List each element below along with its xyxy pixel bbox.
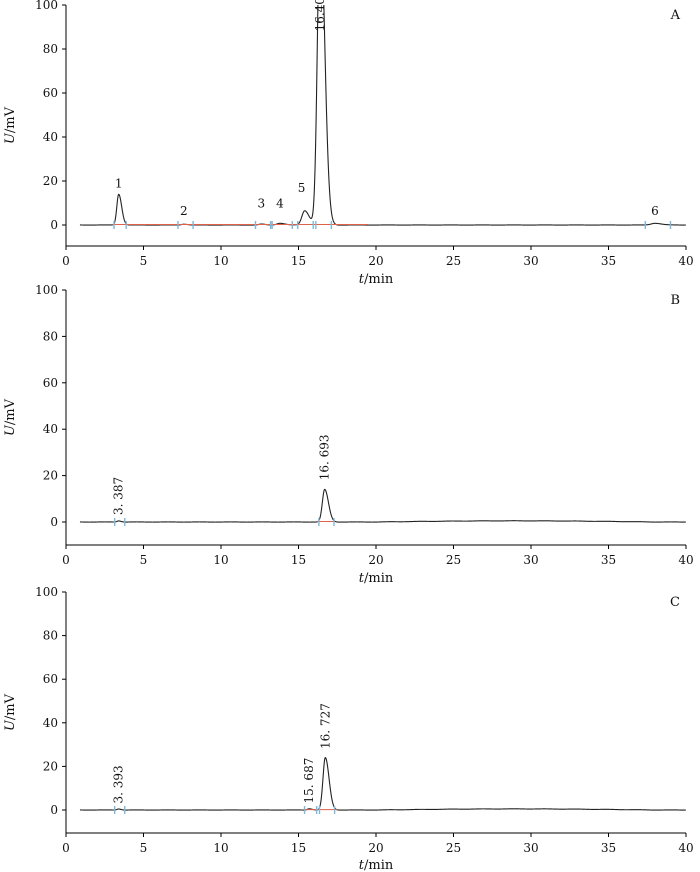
x-tick-label: 5 bbox=[140, 254, 148, 268]
x-tick-label: 30 bbox=[523, 841, 538, 855]
peak-label: 15. 687 bbox=[302, 758, 316, 804]
y-tick-label: 20 bbox=[43, 174, 58, 188]
y-tick-label: 100 bbox=[35, 0, 58, 12]
y-tick-label: 20 bbox=[43, 469, 58, 483]
peak-label: 16. 693 bbox=[318, 434, 332, 480]
x-tick-label: 30 bbox=[523, 254, 538, 268]
y-tick-label: 60 bbox=[43, 376, 58, 390]
y-tick-label: 40 bbox=[43, 130, 58, 144]
x-tick-label: 5 bbox=[140, 841, 148, 855]
y-axis-title: U/mV bbox=[3, 398, 18, 436]
chromatogram-panel-c: 0 5 10 15 20 25 30 35 40 0 20 40 60 80 100 t/min U/mV C 3.… bbox=[3, 585, 694, 872]
x-tick-label: 25 bbox=[446, 841, 461, 855]
x-tick-label: 10 bbox=[213, 254, 228, 268]
peak-label: 1 bbox=[115, 177, 123, 191]
y-tick-label: 0 bbox=[50, 218, 58, 232]
panel-label: A bbox=[670, 8, 681, 23]
x-tick-label: 25 bbox=[446, 553, 461, 567]
y-tick-label: 100 bbox=[35, 585, 58, 599]
x-tick-label: 40 bbox=[678, 841, 693, 855]
x-tick-label: 25 bbox=[446, 254, 461, 268]
x-tick-label: 15 bbox=[291, 841, 306, 855]
y-tick-label: 0 bbox=[50, 803, 58, 817]
x-tick-label: 20 bbox=[368, 553, 383, 567]
y-axis-title: U/mV bbox=[3, 693, 18, 731]
chromatogram-panel-a: 0 5 10 15 20 25 30 35 40020406080100t/minU/mVA12… bbox=[3, 0, 694, 287]
y-tick-label: 40 bbox=[43, 422, 58, 436]
y-tick-label: 100 bbox=[35, 283, 58, 297]
x-tick-label: 10 bbox=[213, 553, 228, 567]
x-tick-label: 20 bbox=[368, 841, 383, 855]
y-tick-label: 80 bbox=[43, 42, 58, 56]
chromatogram-trace bbox=[79, 5, 686, 226]
x-tick-label: 15 bbox=[291, 553, 306, 567]
y-axis-title: U/mV bbox=[3, 106, 18, 144]
x-tick-label: 35 bbox=[601, 553, 616, 567]
x-axis-title: t/min bbox=[359, 571, 394, 586]
y-tick-label: 40 bbox=[43, 716, 58, 730]
peak-label: 16.400 bbox=[313, 0, 327, 31]
x-tick-label: 40 bbox=[678, 553, 693, 567]
peak-label: 16. 727 bbox=[318, 703, 332, 749]
peak-label: 2 bbox=[180, 204, 188, 218]
x-tick-label: 35 bbox=[601, 841, 616, 855]
y-tick-label: 80 bbox=[43, 629, 58, 643]
x-tick-label: 10 bbox=[213, 841, 228, 855]
y-tick-label: 60 bbox=[43, 86, 58, 100]
x-axis-title: t/min bbox=[359, 858, 394, 872]
x-tick-label: 35 bbox=[601, 254, 616, 268]
peak-label: 6 bbox=[651, 204, 659, 218]
panel-label: B bbox=[670, 293, 680, 308]
x-tick-label: 40 bbox=[678, 254, 693, 268]
x-tick-label: 0 bbox=[62, 254, 70, 268]
x-tick-label: 5 bbox=[140, 553, 148, 567]
panel-label: C bbox=[670, 595, 680, 610]
chromatogram-trace bbox=[79, 756, 686, 811]
peak-label: 5 bbox=[298, 181, 306, 195]
x-tick-label: 0 bbox=[62, 841, 70, 855]
y-tick-label: 80 bbox=[43, 329, 58, 343]
peak-label: 4 bbox=[276, 196, 284, 210]
y-tick-label: 20 bbox=[43, 759, 58, 773]
x-tick-label: 0 bbox=[62, 553, 70, 567]
y-tick-label: 0 bbox=[50, 515, 58, 529]
y-tick-label: 60 bbox=[43, 672, 58, 686]
x-tick-label: 20 bbox=[368, 254, 383, 268]
x-axis-title: t/min bbox=[359, 272, 394, 287]
x-tick-label: 15 bbox=[291, 254, 306, 268]
peak-label: 3. 387 bbox=[112, 477, 126, 515]
chromatogram-panel-b: 0 5 10 15 20 25 30 35 40 0 20 40 60 80 100 t/min U/mV B 3.… bbox=[3, 283, 694, 586]
chromatogram-trace bbox=[79, 488, 686, 523]
peak-label: 3 bbox=[257, 196, 265, 210]
peak-label: 3. 393 bbox=[112, 765, 126, 803]
x-tick-label: 30 bbox=[523, 553, 538, 567]
